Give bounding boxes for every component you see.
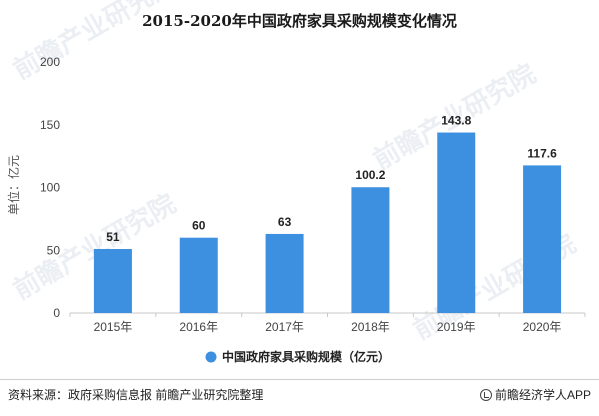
- data-label: 117.6: [527, 146, 557, 160]
- bar: [437, 132, 476, 313]
- data-label: 143.8: [441, 114, 471, 128]
- brand-name: 前瞻经济学人APP: [494, 388, 591, 402]
- x-tick-label: 2019年: [437, 320, 476, 334]
- y-tick-label: 150: [40, 118, 60, 132]
- bar: [523, 165, 562, 313]
- x-tick-label: 2018年: [351, 320, 390, 334]
- bar: [93, 248, 132, 313]
- legend-label: 中国政府家具采购规模（亿元）: [222, 349, 390, 364]
- data-label: 60: [192, 219, 206, 233]
- x-tick-label: 2015年: [94, 320, 133, 334]
- footer-divider: [0, 379, 599, 380]
- source-note: 资料来源：政府采购信息报 前瞻产业研究院整理: [8, 388, 264, 402]
- bar: [265, 233, 304, 313]
- y-tick-label: 200: [40, 55, 60, 69]
- y-axis-ticks: 0 50 100 150 200: [40, 55, 60, 320]
- y-tick-label: 50: [47, 243, 61, 257]
- legend-marker: [205, 351, 217, 363]
- chart-title: 2015-2020年中国政府家具采购规模变化情况: [142, 12, 457, 30]
- y-tick-label: 0: [53, 306, 60, 320]
- bar: [179, 237, 218, 313]
- svg-text:前瞻产业研究院: 前瞻产业研究院: [8, 0, 181, 85]
- y-tick-label: 100: [40, 181, 60, 195]
- bars-group: [93, 132, 562, 313]
- legend: 中国政府家具采购规模（亿元）: [205, 349, 390, 364]
- bar-chart: 前瞻产业研究院 前瞻产业研究院 前瞻产业研究院 前瞻产业研究院 单位：亿元 05…: [6, 0, 586, 364]
- data-label: 63: [278, 215, 292, 229]
- data-label: 51: [106, 230, 120, 244]
- brand-credit: 前瞻经济学人APP: [479, 386, 591, 403]
- data-label: 100.2: [355, 168, 385, 182]
- x-axis-ticks: 2015年 2016年 2017年 2018年 2019年 2020年: [69, 313, 586, 334]
- x-tick-label: 2017年: [265, 320, 304, 334]
- brand-logo-icon: [479, 389, 492, 401]
- x-tick-label: 2016年: [179, 320, 218, 334]
- data-labels-group: 51 60 63 100.2 143.8 117.6: [106, 114, 557, 244]
- x-tick-label: 2020年: [523, 320, 562, 334]
- y-axis-label: 单位：亿元: [6, 155, 21, 215]
- bar: [351, 187, 390, 313]
